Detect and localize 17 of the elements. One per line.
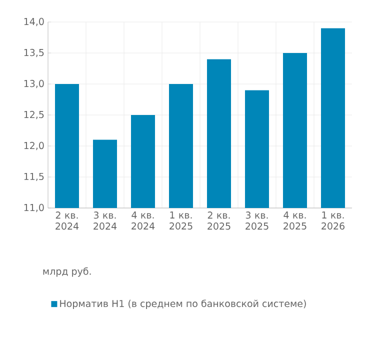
x-tick-label: 1 кв. 2025	[170, 212, 192, 230]
y-tick-label: 11,0	[24, 204, 44, 212]
y-tick-label: 14,0	[24, 18, 44, 26]
x-tick-label: 3 кв. 2025	[246, 212, 268, 230]
legend-label: Норматив Н1 (в среднем по банковской системе)	[60, 300, 306, 309]
x-tick-label: 4 кв. 2024	[132, 212, 155, 230]
y-tick-label: 12,5	[24, 110, 44, 120]
text: млрд руб.	[43, 267, 91, 277]
x-tick-label: 4 кв. 2025	[284, 212, 306, 230]
y-tick-label: 11,5	[24, 172, 44, 182]
y-tick-label: 13,5	[24, 48, 44, 58]
x-tick-label: 2 кв. 2024	[56, 212, 79, 230]
x-tick-label: 2 кв. 2025	[208, 212, 230, 230]
x-tick-label: 3 кв. 2024	[94, 212, 117, 230]
x-tick-label: 1 кв. 2026	[322, 212, 344, 230]
y-tick-label: 13,0	[24, 80, 44, 88]
y-tick-label: 12,0	[24, 142, 44, 150]
